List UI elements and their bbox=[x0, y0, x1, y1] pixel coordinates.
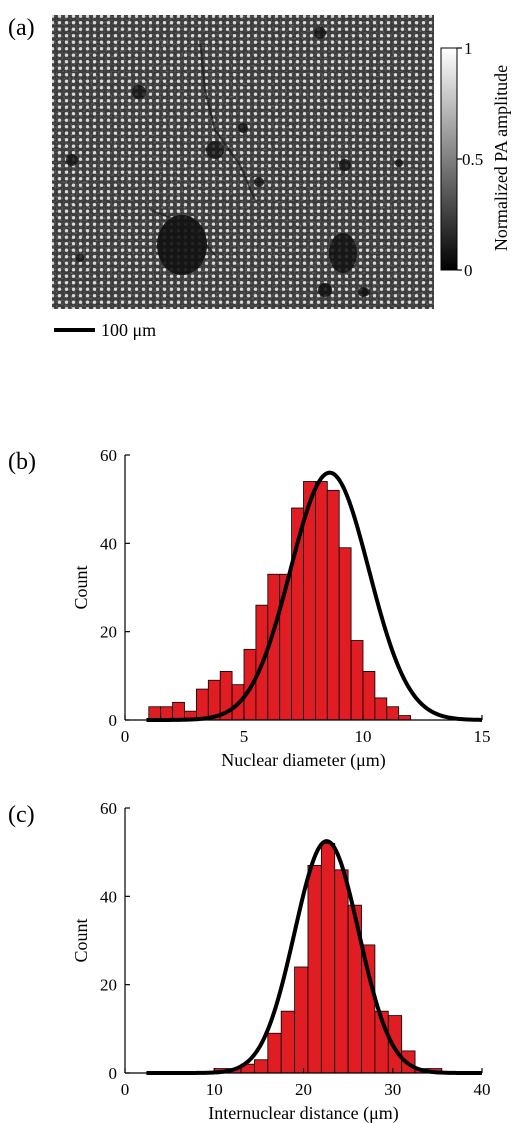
y-tick-label: 0 bbox=[109, 711, 118, 730]
x-tick-label: 0 bbox=[121, 727, 130, 746]
y-tick-label: 40 bbox=[100, 887, 117, 906]
y-axis-label: Count bbox=[71, 565, 91, 609]
x-axis-label: Nuclear diameter (μm) bbox=[221, 750, 386, 771]
colorbar-tick-mid: 0.5 bbox=[462, 150, 483, 169]
x-tick-label: 40 bbox=[474, 1080, 491, 1099]
x-tick-label: 30 bbox=[384, 1080, 401, 1099]
histogram-bar bbox=[280, 1010, 295, 1074]
histogram-bar bbox=[338, 547, 352, 721]
histogram-bar bbox=[294, 966, 309, 1074]
histogram-bar bbox=[374, 697, 388, 721]
histogram-bar bbox=[386, 706, 400, 721]
scale-bar: 100 μm bbox=[54, 320, 156, 340]
y-tick-label: 20 bbox=[100, 976, 117, 995]
colorbar-label: Normalized PA amplitude bbox=[491, 65, 511, 251]
histogram-bar bbox=[195, 688, 209, 721]
y-tick-label: 60 bbox=[100, 799, 117, 818]
histogram-bar bbox=[326, 489, 340, 721]
y-tick-label: 20 bbox=[100, 623, 117, 642]
histogram-bar bbox=[267, 1032, 282, 1074]
x-tick-label: 10 bbox=[206, 1080, 223, 1099]
colorbar-tick-min: 0 bbox=[464, 261, 473, 280]
internuclear-distance-histogram: (c) 0 20 40 60 0 10 20 30 40 Internuclear distance… bbox=[8, 799, 491, 1124]
colorbar-tick-max: 1 bbox=[464, 39, 473, 58]
pa-microscopy-image bbox=[52, 15, 434, 309]
histogram-bar bbox=[350, 640, 364, 721]
x-tick-label: 5 bbox=[240, 727, 249, 746]
histogram-bar bbox=[172, 701, 185, 721]
x-tick-label: 20 bbox=[295, 1080, 312, 1099]
histogram-bar bbox=[314, 481, 328, 721]
histogram-bar bbox=[398, 715, 412, 721]
y-axis-label: Count bbox=[71, 918, 91, 962]
gaussian-fit-line bbox=[146, 470, 483, 722]
x-tick-label: 0 bbox=[121, 1080, 130, 1099]
y-tick-label: 40 bbox=[100, 534, 117, 553]
panel-a-label: (a) bbox=[8, 15, 35, 41]
histogram-bar bbox=[362, 671, 376, 721]
colorbar: 1 0.5 0 Normalized PA amplitude bbox=[440, 39, 511, 280]
x-tick-label: 10 bbox=[355, 727, 372, 746]
panel-label: (b) bbox=[8, 449, 36, 475]
y-tick-label: 0 bbox=[109, 1064, 118, 1083]
y-tick-label: 60 bbox=[100, 446, 117, 465]
histogram-bar bbox=[254, 1059, 269, 1074]
histogram-bar bbox=[320, 842, 336, 1074]
panel-label: (c) bbox=[8, 802, 35, 828]
nuclear-diameter-histogram: (b) 0 20 40 60 0 5 10 15 Nuclear diameter (μm) Cou… bbox=[8, 446, 491, 771]
x-axis-label: Internuclear distance (μm) bbox=[208, 1103, 399, 1124]
histogram-bar bbox=[307, 865, 322, 1074]
scale-bar-label: 100 μm bbox=[101, 320, 156, 340]
histogram-bar bbox=[334, 869, 349, 1074]
x-tick-label: 15 bbox=[474, 727, 491, 746]
